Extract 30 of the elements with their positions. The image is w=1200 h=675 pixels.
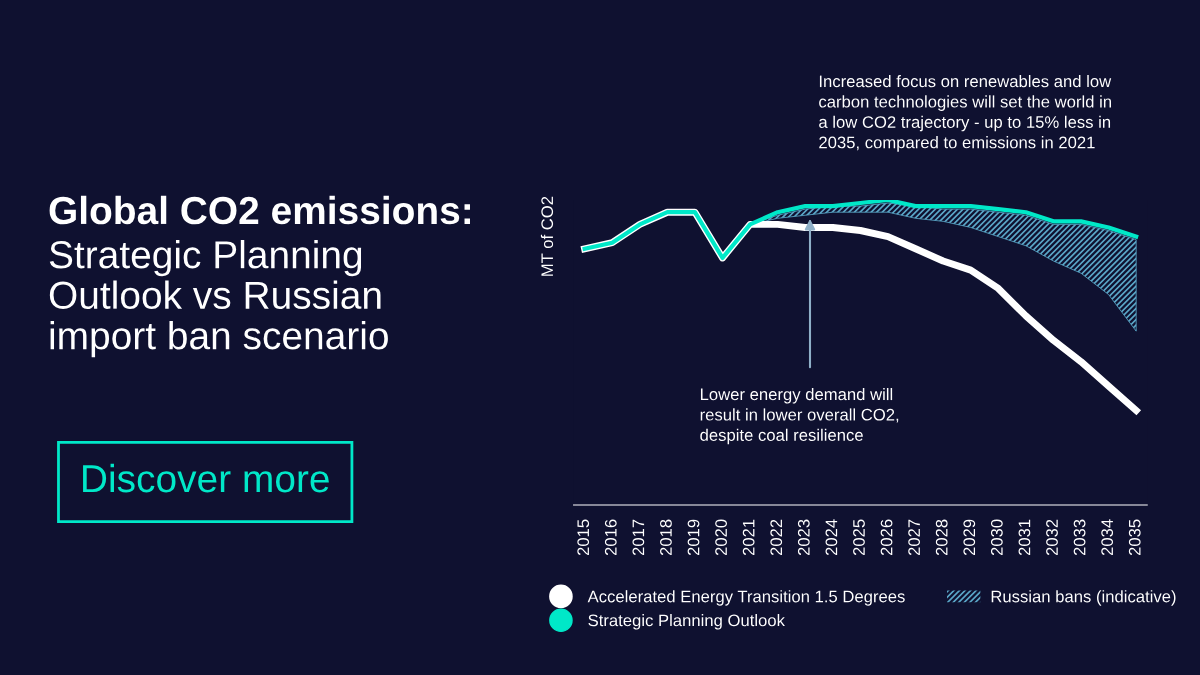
x-tick-label: 2019 xyxy=(687,519,700,556)
x-tick-label: 2029 xyxy=(963,519,976,556)
y-axis-title: MT of CO2 xyxy=(540,196,554,276)
x-tick-label: 2020 xyxy=(715,519,727,556)
legend-label: Strategic Planning Outlook xyxy=(588,614,785,630)
x-tick-label: 2023 xyxy=(797,519,810,556)
x-tick-label: 2022 xyxy=(770,519,783,556)
text: Global CO2 emissions: xyxy=(49,195,470,225)
x-tick-label: 2015 xyxy=(577,519,590,556)
x-tick-label: 2034 xyxy=(1101,519,1114,556)
text: Discover more xyxy=(83,463,329,493)
x-tick-label: 2035 xyxy=(1128,519,1141,556)
x-tick-label: 2030 xyxy=(990,519,1003,556)
x-tick-label: 2018 xyxy=(660,519,672,556)
x-tick-label: 2016 xyxy=(604,519,617,556)
x-tick-label: 2017 xyxy=(632,519,645,556)
legend-label: Accelerated Energy Transition 1.5 Degrees xyxy=(587,590,905,606)
x-tick-label: 2025 xyxy=(853,519,865,556)
x-tick-label: 2027 xyxy=(908,519,921,556)
x-tick-label: 2026 xyxy=(880,519,893,556)
annotation: Lower energy demand will result in lower overall CO2, despite coal resilience xyxy=(700,388,899,445)
x-tick-label: 2024 xyxy=(825,519,838,556)
x-tick-label: 2032 xyxy=(1046,519,1058,556)
text: Increased focus on renewables and low carbon technologies will set the world in a low CO2 trajectory - up to 15% less in 2035, compared to emissions in 2021 xyxy=(819,75,1112,152)
text: Strategic Planning Outlook vs Russian import ban scenario xyxy=(49,240,388,358)
x-tick-label: 2033 xyxy=(1073,519,1086,556)
x-tick-label: 2021 xyxy=(742,519,755,556)
x-tick-label: 2031 xyxy=(1018,519,1031,556)
legend-label: Russian bans (indicative) xyxy=(991,590,1176,606)
x-tick-label: 2028 xyxy=(935,519,948,556)
